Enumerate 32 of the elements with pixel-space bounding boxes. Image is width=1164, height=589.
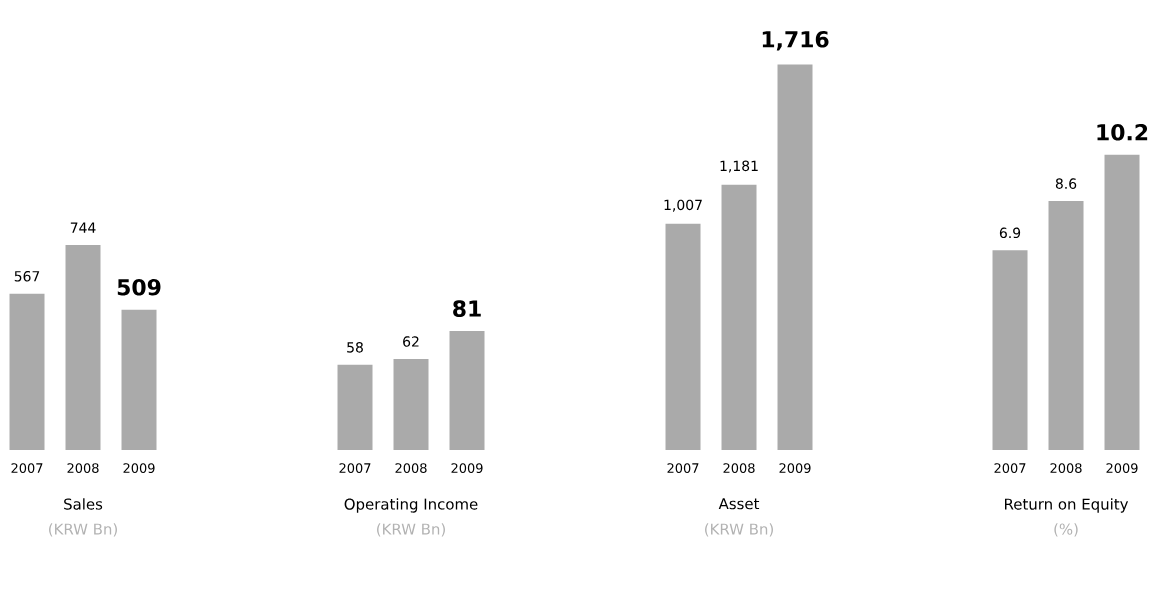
data-label: 509 <box>117 278 161 296</box>
x-tick-label: 2007 <box>339 463 371 473</box>
x-tick-label: 2007 <box>667 463 699 473</box>
data-label: 744 <box>70 222 96 233</box>
data-label: 81 <box>453 300 481 317</box>
x-tick-label: 2007 <box>994 463 1026 473</box>
text: (%) <box>1054 523 1078 537</box>
x-tick-label: 2009 <box>451 463 483 473</box>
text: (KRW Bn) <box>49 523 117 537</box>
text: Sales <box>64 498 103 510</box>
x-tick-label: 2008 <box>67 463 99 473</box>
data-label: 62 <box>403 336 419 347</box>
text: (KRW Bn) <box>377 523 445 537</box>
x-tick-label: 2008 <box>395 463 427 473</box>
data-label: 10.2 <box>1097 124 1148 141</box>
x-tick-label: 2008 <box>723 463 755 473</box>
x-tick-label: 2009 <box>123 463 155 473</box>
text: Return on Equity <box>1005 498 1129 513</box>
data-label: 58 <box>347 342 363 353</box>
x-tick-label: 2009 <box>779 463 811 473</box>
data-label: 1,181 <box>720 160 758 173</box>
text: Operating Income <box>344 498 478 513</box>
x-tick-label: 2008 <box>1050 463 1082 473</box>
text: (KRW Bn) <box>705 523 773 537</box>
data-label: 1,716 <box>762 31 829 51</box>
x-tick-label: 2009 <box>1106 463 1138 473</box>
text: Asset <box>718 498 760 510</box>
data-label: 1,007 <box>664 199 702 212</box>
data-label: 6.9 <box>999 227 1021 239</box>
data-label: 8.6 <box>1055 178 1077 189</box>
x-tick-label: 2007 <box>11 463 43 473</box>
data-label: 567 <box>14 271 40 282</box>
